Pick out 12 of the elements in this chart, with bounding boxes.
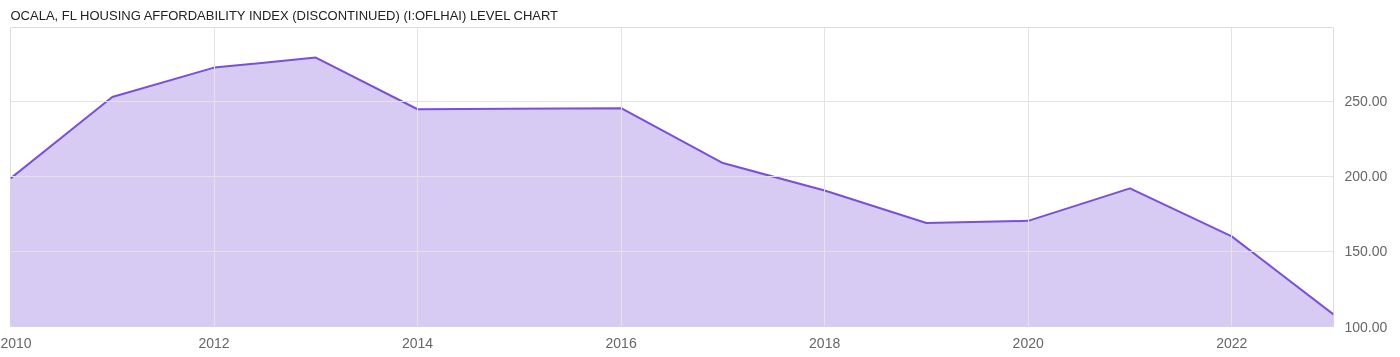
chart-title: OCALA, FL HOUSING AFFORDABILITY INDEX (DISCONTINUED) (I:OFLHAI) LEVEL CHART <box>10 7 559 23</box>
x-tick-label: 2018 <box>809 334 841 351</box>
x-tick-label: 2010 <box>0 334 32 351</box>
y-tick-label: 200.00 <box>1344 168 1388 185</box>
x-tick-label: 2020 <box>1012 334 1044 351</box>
x-tick-label: 2012 <box>198 334 230 351</box>
x-tick-label: 2016 <box>605 334 637 351</box>
y-tick-label: 250.00 <box>1344 93 1388 110</box>
x-tick-label: 2014 <box>402 334 434 351</box>
y-tick-label: 100.00 <box>1344 318 1388 335</box>
y-tick-label: 150.00 <box>1344 243 1388 260</box>
x-tick-label: 2022 <box>1216 334 1248 351</box>
